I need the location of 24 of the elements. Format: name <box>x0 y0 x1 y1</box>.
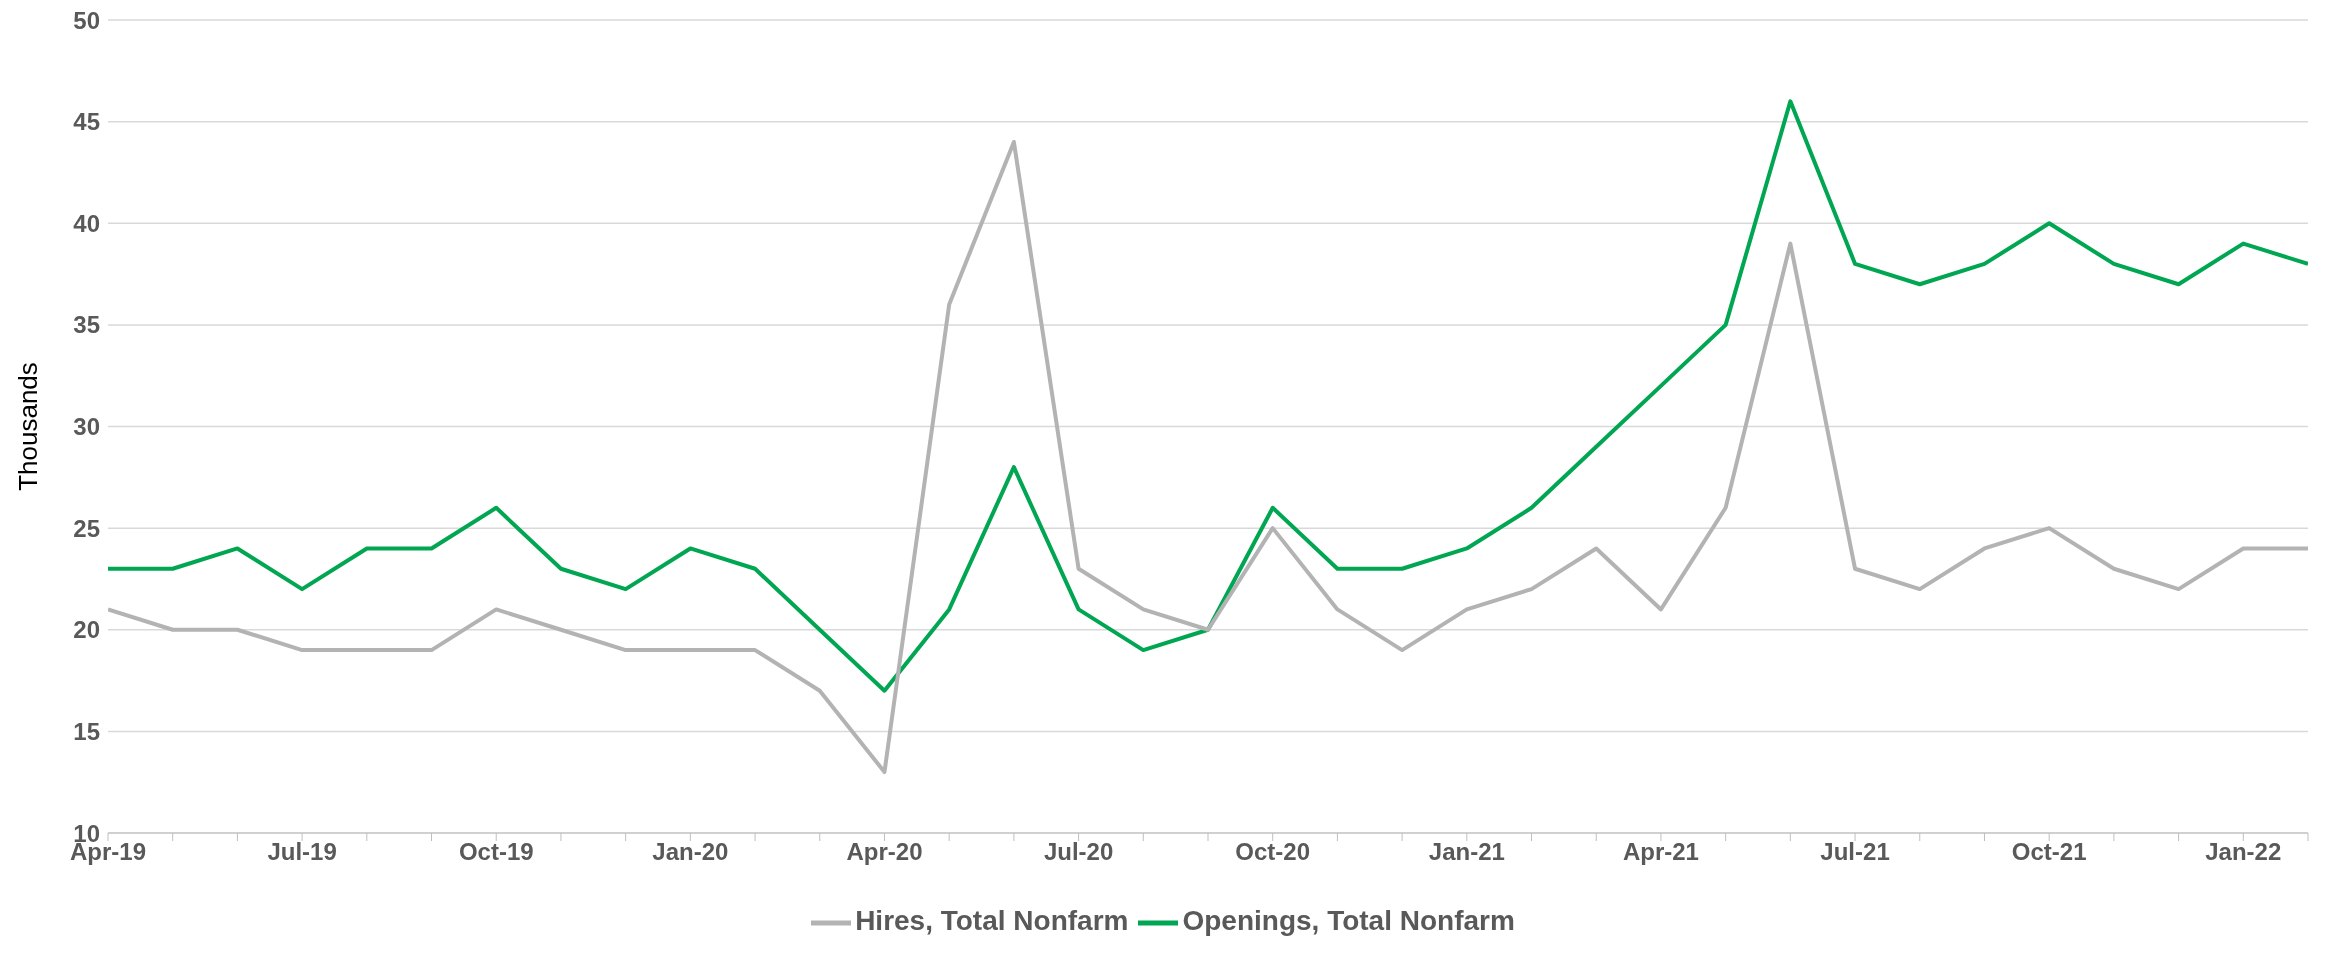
x-tick-label: Apr-20 <box>846 838 923 866</box>
y-tick-label: 40 <box>73 209 100 237</box>
y-tick-label: 35 <box>73 311 100 339</box>
legend-label: Hires, Total Nonfarm <box>855 905 1129 937</box>
y-tick-label: 15 <box>73 717 100 745</box>
x-tick-label: Oct-20 <box>1235 838 1311 866</box>
x-tick-label: Jan-20 <box>652 838 729 866</box>
y-axis-title: Thousands <box>13 362 44 491</box>
x-tick-label: Jan-22 <box>2205 838 2282 866</box>
y-tick-label: 20 <box>73 616 100 644</box>
x-tick-label: Jul-20 <box>1043 838 1114 866</box>
x-tick-label: Oct-19 <box>458 838 534 866</box>
legend-label: Openings, Total Nonfarm <box>1182 905 1515 937</box>
line-series <box>108 139 2308 775</box>
y-tick-label: 30 <box>73 413 100 441</box>
y-tick-label: 25 <box>73 514 100 542</box>
line-series <box>108 99 2308 693</box>
x-tick-label: Oct-21 <box>2011 838 2087 866</box>
y-tick-label: 45 <box>73 108 100 136</box>
y-tick-label: 50 <box>73 6 100 34</box>
x-tick-label: Jan-21 <box>1428 838 1505 866</box>
x-tick-label: Jul-21 <box>1820 838 1890 866</box>
x-tick-label: Apr-21 <box>1622 838 1699 866</box>
x-tick-label: Jul-19 <box>267 838 337 866</box>
